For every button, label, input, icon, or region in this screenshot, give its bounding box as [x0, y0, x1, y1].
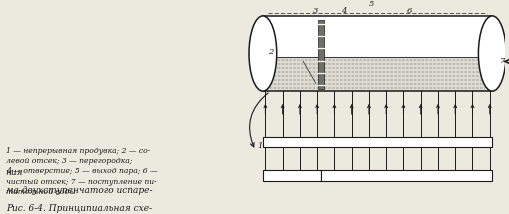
Text: 3: 3	[313, 7, 319, 15]
Polygon shape	[263, 16, 492, 91]
Text: 5: 5	[369, 0, 374, 8]
Text: ма двухступенчатого испаре-: ма двухступенчатого испаре-	[6, 186, 152, 195]
Ellipse shape	[249, 16, 277, 91]
Text: 1: 1	[258, 142, 263, 150]
Polygon shape	[263, 58, 492, 91]
Polygon shape	[321, 170, 492, 181]
Text: 7: 7	[500, 57, 505, 65]
Ellipse shape	[478, 16, 506, 91]
Text: Рис. 6-4. Принципиальная схе-: Рис. 6-4. Принципиальная схе-	[6, 204, 152, 213]
Text: 6: 6	[406, 7, 412, 15]
Text: 4: 4	[341, 7, 346, 15]
Polygon shape	[318, 20, 324, 89]
Polygon shape	[263, 137, 492, 147]
Text: ния: ния	[6, 168, 23, 177]
Polygon shape	[263, 170, 321, 181]
Text: 2: 2	[268, 48, 273, 56]
Text: 1 — непрерывная продувка; 2 — со-
левой отсек; 3 — перегородка;
4 — отверстие; 5: 1 — непрерывная продувка; 2 — со- левой …	[6, 147, 157, 196]
